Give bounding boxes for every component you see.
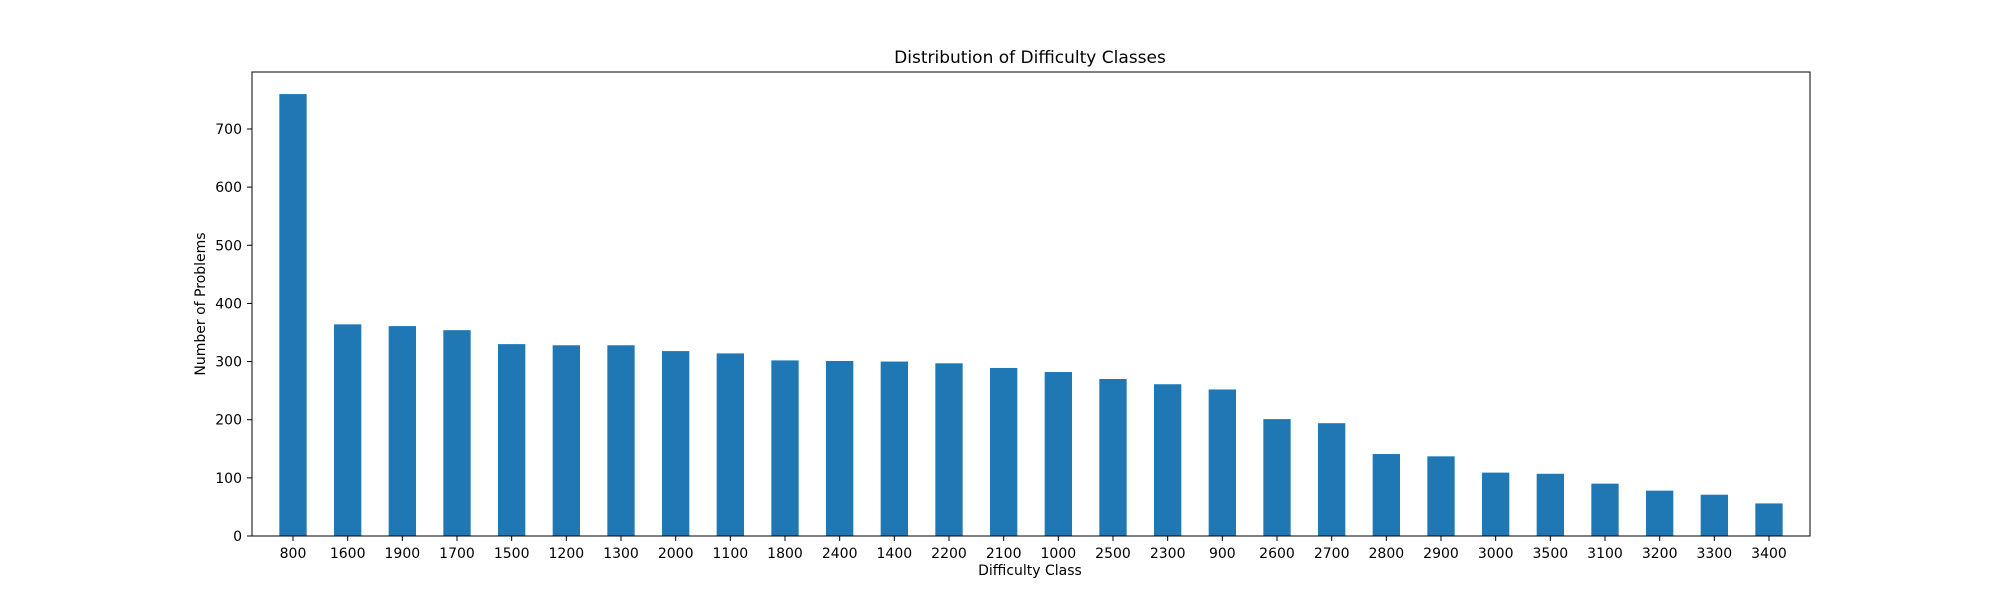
bar-2700 xyxy=(1318,423,1346,536)
x-tick-label: 900 xyxy=(1209,546,1236,562)
x-axis-label: Difficulty Class xyxy=(978,563,1082,579)
bar-1500 xyxy=(498,344,526,536)
bar-1100 xyxy=(716,353,744,536)
x-tick-label: 1400 xyxy=(877,546,913,562)
x-tick-label: 2100 xyxy=(986,546,1022,562)
y-tick-label: 300 xyxy=(215,355,242,371)
y-tick-label: 400 xyxy=(215,296,242,312)
bar-3000 xyxy=(1482,472,1510,536)
bar-2500 xyxy=(1099,379,1127,536)
bar-1300 xyxy=(607,345,635,536)
x-tick-label: 1700 xyxy=(439,546,475,562)
bar-3400 xyxy=(1755,503,1783,536)
x-tick-label: 3200 xyxy=(1642,546,1678,562)
bar-2400 xyxy=(826,360,854,536)
bar-3500 xyxy=(1536,473,1564,536)
bar-2300 xyxy=(1154,384,1182,536)
x-tick-label: 1000 xyxy=(1041,546,1077,562)
bar-900 xyxy=(1208,389,1236,536)
bar-3100 xyxy=(1591,483,1619,536)
y-tick-label: 500 xyxy=(215,238,242,254)
x-tick-label: 2200 xyxy=(931,546,967,562)
x-tick-label: 3500 xyxy=(1533,546,1569,562)
bar-2800 xyxy=(1372,454,1400,536)
bar-1000 xyxy=(1044,372,1072,536)
x-tick-label: 3000 xyxy=(1478,546,1514,562)
bar-1200 xyxy=(552,345,580,536)
bars-group xyxy=(279,94,1783,536)
x-tick-label: 2000 xyxy=(658,546,694,562)
y-axis-label: Number of Problems xyxy=(193,232,209,375)
y-tick-label: 100 xyxy=(215,471,242,487)
x-tick-label: 1900 xyxy=(385,546,421,562)
chart-title: Distribution of Difficulty Classes xyxy=(894,48,1166,68)
bar-1400 xyxy=(880,361,908,536)
bar-2900 xyxy=(1427,456,1455,536)
bar-1900 xyxy=(388,326,416,536)
bar-2200 xyxy=(935,363,963,536)
y-tick-label: 600 xyxy=(215,180,242,196)
bar-2600 xyxy=(1263,419,1291,536)
x-tick-label: 3300 xyxy=(1697,546,1733,562)
x-tick-label: 1600 xyxy=(330,546,366,562)
x-tick-label: 1800 xyxy=(767,546,803,562)
x-tick-label: 1100 xyxy=(713,546,749,562)
y-axis-ticks: 0 100 200 300 400 500 600 700 xyxy=(215,122,252,545)
x-tick-label: 1300 xyxy=(603,546,639,562)
x-tick-label: 2700 xyxy=(1314,546,1350,562)
x-axis-ticks: 800 1600 1900 1700 1500 1200 1300 2000 1100 1800 2… xyxy=(280,536,1787,562)
bar-3300 xyxy=(1700,494,1728,536)
bar-800 xyxy=(279,94,307,536)
x-tick-label: 800 xyxy=(280,546,307,562)
bar-3200 xyxy=(1646,490,1674,536)
bar-1600 xyxy=(334,324,362,536)
x-tick-label: 2600 xyxy=(1259,546,1295,562)
y-tick-label: 0 xyxy=(233,529,242,545)
bar-1800 xyxy=(771,360,799,536)
x-tick-label: 1500 xyxy=(494,546,530,562)
x-tick-label: 2300 xyxy=(1150,546,1186,562)
x-tick-label: 2400 xyxy=(822,546,858,562)
x-tick-label: 3400 xyxy=(1751,546,1787,562)
x-tick-label: 2900 xyxy=(1423,546,1459,562)
plot-frame xyxy=(251,71,1811,537)
bar-1700 xyxy=(443,330,471,536)
x-tick-label: 2500 xyxy=(1095,546,1131,562)
bar-2000 xyxy=(662,351,690,536)
y-tick-label: 200 xyxy=(215,413,242,429)
x-tick-label: 2800 xyxy=(1369,546,1405,562)
x-tick-label: 3100 xyxy=(1587,546,1623,562)
bar-2100 xyxy=(990,367,1018,536)
x-tick-label: 1200 xyxy=(549,546,585,562)
y-tick-label: 700 xyxy=(215,122,242,138)
